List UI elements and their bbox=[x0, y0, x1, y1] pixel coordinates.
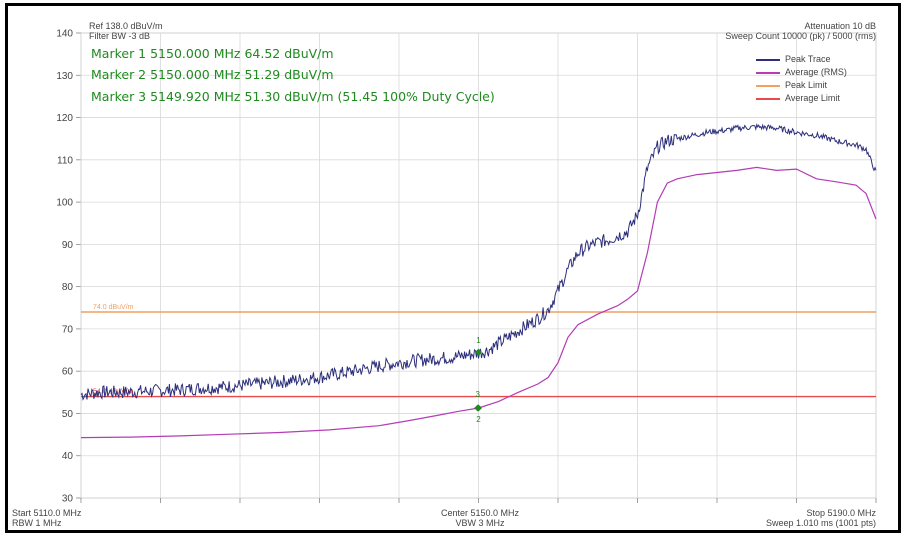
marker-3-label: 3 bbox=[475, 390, 480, 399]
legend-swatch bbox=[756, 85, 780, 87]
grid bbox=[76, 32, 877, 503]
traces bbox=[80, 123, 877, 439]
y-tick-label: 40 bbox=[62, 451, 74, 462]
y-tick-label: 60 bbox=[62, 367, 74, 378]
y-tick-label: 70 bbox=[62, 324, 74, 335]
attenuation: Attenuation 10 dB bbox=[804, 21, 876, 31]
marker-1-readout: Marker 1 5150.000 MHz 64.52 dBuV/m bbox=[91, 46, 334, 61]
marker-1-point bbox=[475, 348, 482, 356]
legend-swatch bbox=[756, 98, 780, 100]
filter-bw: Filter BW -3 dB bbox=[89, 31, 151, 41]
ref-level: Ref 138.0 dBuV/m bbox=[89, 21, 163, 31]
peak-trace-line bbox=[80, 123, 877, 401]
vbw: VBW 3 MHz bbox=[455, 518, 505, 528]
y-tick-label: 130 bbox=[56, 71, 73, 82]
start-frequency: Start 5110.0 MHz bbox=[12, 508, 82, 518]
marker-3-point bbox=[474, 404, 482, 412]
legend-label: Average Limit bbox=[785, 93, 840, 103]
spectrum-plot-frame bbox=[5, 3, 901, 533]
legend-swatch bbox=[756, 72, 780, 74]
marker-3-readout: Marker 3 5149.920 MHz 51.30 dBuV/m (51.4… bbox=[91, 89, 495, 104]
y-tick-label: 100 bbox=[56, 198, 73, 209]
sweep-count: Sweep Count 10000 (pk) / 5000 (rms) bbox=[725, 31, 876, 41]
marker-2-label: 2 bbox=[476, 415, 481, 424]
rbw: RBW 1 MHz bbox=[12, 518, 62, 528]
y-tick-label: 120 bbox=[56, 113, 73, 124]
legend-label: Peak Trace bbox=[785, 54, 831, 64]
legend-label: Peak Limit bbox=[785, 80, 828, 90]
stop-frequency: Stop 5190.0 MHz bbox=[806, 508, 876, 518]
legend-label: Average (RMS) bbox=[785, 67, 847, 77]
average-trace-line bbox=[80, 166, 877, 439]
y-tick-labels: 30 40 50 60 70 80 90 100 110 120 130 140 bbox=[56, 29, 73, 505]
legend-swatch bbox=[756, 59, 780, 61]
y-tick-label: 30 bbox=[62, 494, 74, 505]
peak-limit-label: 74.0 dBuV/m bbox=[93, 304, 134, 311]
y-tick-label: 90 bbox=[62, 240, 74, 251]
y-tick-label: 50 bbox=[62, 409, 74, 420]
y-tick-label: 80 bbox=[62, 282, 74, 293]
marker-1-label: 1 bbox=[476, 336, 481, 345]
marker-points: 1 2 3 bbox=[474, 336, 482, 424]
y-tick-label: 110 bbox=[57, 155, 73, 166]
marker-2-readout: Marker 2 5150.000 MHz 51.29 dBuV/m bbox=[91, 67, 334, 82]
center-frequency: Center 5150.0 MHz bbox=[440, 508, 520, 518]
y-tick-label: 140 bbox=[56, 29, 73, 40]
sweep-time: Sweep 1.010 ms (1001 pts) bbox=[765, 518, 876, 528]
